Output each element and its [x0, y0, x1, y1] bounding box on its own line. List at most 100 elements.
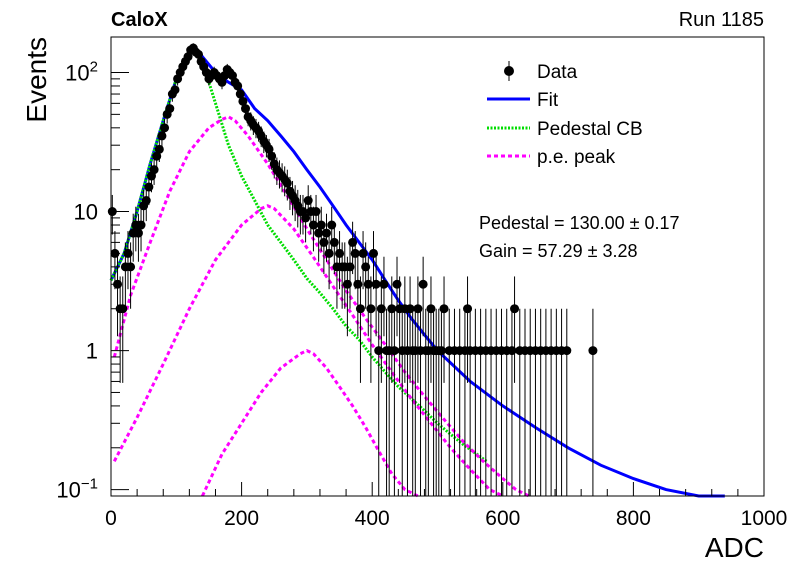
data-point — [588, 308, 598, 496]
data-marker — [241, 104, 251, 114]
curve-p-e-peak-3 — [201, 348, 419, 498]
data-marker — [165, 104, 175, 114]
data-point — [418, 256, 428, 337]
data-marker — [562, 346, 572, 356]
data-marker — [141, 196, 151, 206]
data-marker — [348, 237, 358, 247]
x-tick-label: 800 — [616, 507, 651, 530]
x-tick-label: 400 — [355, 507, 390, 530]
data-points — [107, 43, 598, 496]
legend-entry-data: Data — [504, 61, 578, 83]
data-point — [366, 276, 376, 383]
data-marker — [361, 262, 371, 272]
data-marker — [507, 346, 517, 356]
data-marker — [335, 248, 345, 258]
legend-entry-pedestal: Pedestal CB — [487, 119, 643, 140]
x-tick-label: 600 — [485, 507, 520, 530]
x-tick-label: 1000 — [741, 507, 788, 530]
data-marker — [314, 228, 324, 238]
data-point — [355, 276, 365, 383]
y-tick-label: 1 — [86, 339, 98, 364]
data-marker — [154, 144, 164, 154]
data-point — [389, 308, 399, 496]
data-marker — [588, 346, 598, 356]
data-marker — [316, 220, 326, 230]
data-marker — [308, 220, 318, 230]
legend-data-marker — [504, 66, 514, 76]
data-marker — [353, 279, 363, 289]
data-marker — [144, 182, 154, 192]
data-marker — [133, 228, 143, 238]
data-point — [379, 256, 389, 337]
data-marker — [405, 304, 415, 314]
data-marker — [327, 220, 337, 230]
x-tick-label: 200 — [224, 507, 259, 530]
data-point — [371, 256, 381, 337]
data-marker — [126, 262, 136, 272]
data-marker — [311, 207, 321, 217]
curve-p-e-peak-1 — [112, 115, 530, 498]
data-marker — [123, 248, 133, 258]
data-point — [170, 83, 180, 98]
data-marker — [379, 279, 389, 289]
legend-entry-fit: Fit — [487, 90, 559, 111]
curve-pedestal-cb — [109, 45, 488, 463]
data-marker — [282, 178, 292, 188]
y-tick-label: 10 — [74, 200, 98, 225]
run-label: Run 1185 — [679, 9, 764, 31]
data-point — [126, 242, 136, 309]
x-axis-title: ADC — [705, 532, 764, 563]
data-marker — [369, 248, 379, 258]
x-tick-label: 0 — [105, 507, 117, 530]
data-marker — [321, 228, 331, 238]
data-point — [165, 100, 175, 118]
y-axis-title: Events — [21, 37, 52, 123]
data-marker — [160, 123, 170, 133]
data-marker — [418, 279, 428, 289]
data-marker — [319, 237, 329, 247]
data-marker — [345, 262, 355, 272]
legend-label-pe-peak: p.e. peak — [537, 147, 616, 168]
data-marker — [436, 346, 446, 356]
data-marker — [136, 220, 146, 230]
data-point — [510, 276, 520, 383]
data-marker — [413, 304, 423, 314]
pedestal-annotation: Pedestal = 130.00 ± 0.17 — [479, 213, 680, 233]
data-marker — [376, 304, 386, 314]
data-marker — [303, 196, 313, 206]
x-axis-ticks: 0 200 400 600 800 1000 — [105, 482, 787, 530]
y-axis-ticks: 102 10 1 10−1 — [56, 58, 129, 503]
data-marker — [463, 304, 473, 314]
data-marker — [366, 304, 376, 314]
legend: Data Fit Pedestal CB p.e. peak — [487, 61, 643, 168]
data-marker — [350, 248, 360, 258]
legend-label-fit: Fit — [537, 90, 559, 111]
data-marker — [149, 165, 159, 175]
data-point — [562, 308, 572, 496]
data-marker — [170, 85, 180, 95]
data-marker — [157, 131, 167, 141]
data-marker — [426, 304, 436, 314]
data-marker — [387, 304, 397, 314]
data-marker — [233, 81, 243, 91]
data-marker — [439, 304, 449, 314]
y-tick-label: 102 — [65, 58, 98, 85]
data-marker — [324, 248, 334, 258]
data-point — [350, 231, 360, 290]
data-point — [369, 231, 379, 290]
gain-annotation: Gain = 57.29 ± 3.28 — [479, 241, 638, 261]
data-marker — [342, 279, 352, 289]
legend-label-pedestal: Pedestal CB — [537, 119, 643, 140]
legend-label-data: Data — [537, 62, 578, 83]
data-marker — [267, 151, 277, 161]
legend-entry-pe-peak: p.e. peak — [487, 147, 616, 168]
data-marker — [510, 304, 520, 314]
data-marker — [355, 304, 365, 314]
data-marker — [363, 279, 373, 289]
data-marker — [329, 237, 339, 247]
data-marker — [374, 346, 384, 356]
experiment-label: CaloX — [111, 9, 168, 31]
data-point — [160, 118, 170, 139]
data-marker — [389, 346, 399, 356]
